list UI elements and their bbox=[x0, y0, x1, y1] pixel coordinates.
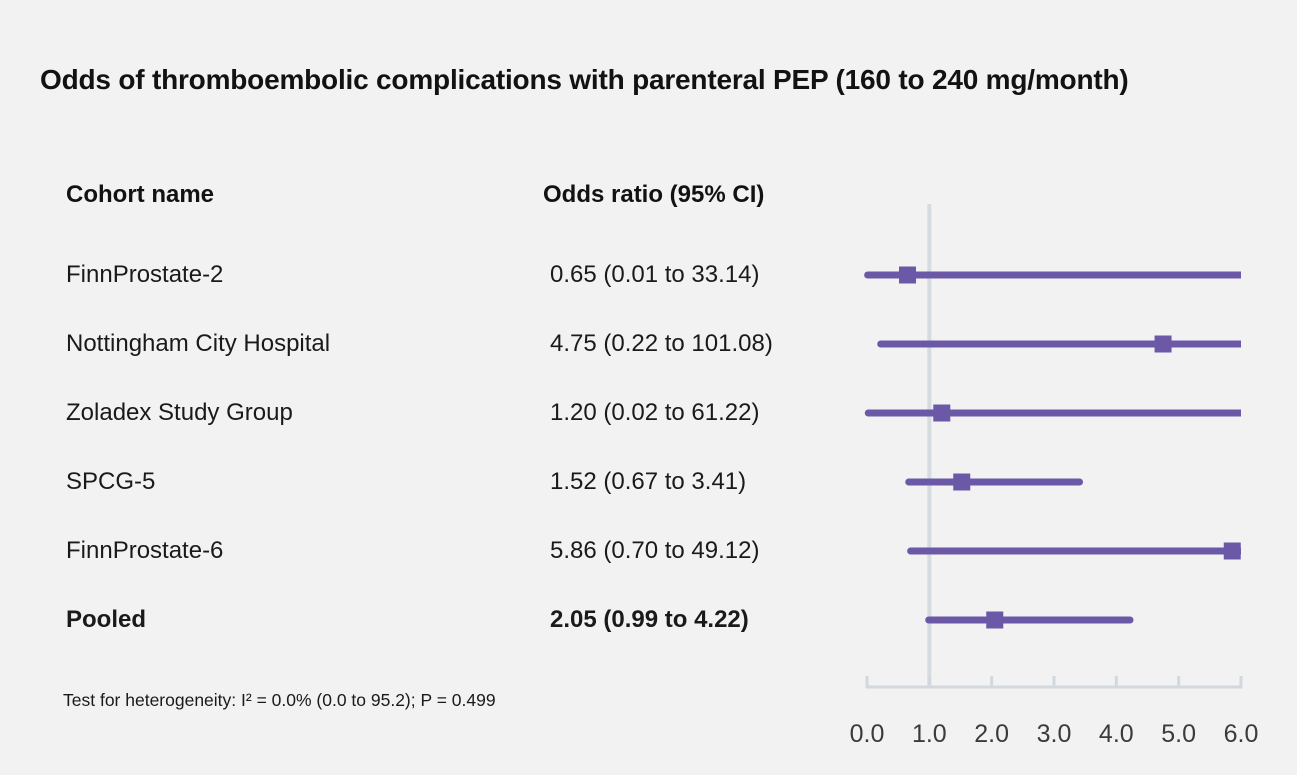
point-estimate-marker-5 bbox=[986, 611, 1004, 629]
column-header-odds-ratio: Odds ratio (95% CI) bbox=[543, 181, 765, 208]
x-axis-tick-label-5.0: 5.0 bbox=[1161, 720, 1196, 748]
x-axis-tick-label-2.0: 2.0 bbox=[974, 720, 1009, 748]
odds-ratio-value-3: 1.52 (0.67 to 3.41) bbox=[550, 468, 747, 495]
ci-line-cap-1 bbox=[877, 340, 885, 348]
point-estimate-marker-3 bbox=[953, 473, 971, 491]
x-axis-tick-label-6.0: 6.0 bbox=[1224, 720, 1259, 748]
cohort-name-1: Nottingham City Hospital bbox=[66, 330, 331, 357]
x-axis-tick-label-4.0: 4.0 bbox=[1099, 720, 1134, 748]
cohort-name-5: Pooled bbox=[66, 606, 147, 633]
ci-line-cap-2 bbox=[864, 409, 872, 417]
chart-title: Odds of thromboembolic complications wit… bbox=[40, 64, 1129, 95]
odds-ratio-value-4: 5.86 (0.70 to 49.12) bbox=[550, 537, 760, 564]
point-estimate-marker-4 bbox=[1223, 542, 1241, 560]
odds-ratio-value-0: 0.65 (0.01 to 33.14) bbox=[550, 261, 760, 288]
cohort-name-3: SPCG-5 bbox=[66, 468, 156, 495]
odds-ratio-value-1: 4.75 (0.22 to 101.08) bbox=[550, 330, 773, 357]
cohort-name-4: FinnProstate-6 bbox=[66, 537, 224, 564]
x-axis-tick-label-0.0: 0.0 bbox=[850, 720, 885, 748]
heterogeneity-footnote: Test for heterogeneity: I² = 0.0% (0.0 t… bbox=[63, 690, 496, 710]
cohort-name-0: FinnProstate-2 bbox=[66, 261, 224, 288]
point-estimate-marker-2 bbox=[933, 404, 951, 422]
point-estimate-marker-0 bbox=[899, 266, 917, 284]
odds-ratio-value-5: 2.05 (0.99 to 4.22) bbox=[550, 606, 749, 633]
ci-line-cap-4 bbox=[907, 547, 915, 555]
cohort-name-2: Zoladex Study Group bbox=[66, 399, 293, 426]
x-axis-tick-label-3.0: 3.0 bbox=[1037, 720, 1072, 748]
odds-ratio-value-2: 1.20 (0.02 to 61.22) bbox=[550, 399, 760, 426]
point-estimate-marker-1 bbox=[1154, 335, 1172, 353]
column-header-cohort-name: Cohort name bbox=[66, 181, 215, 208]
ci-line-cap-0 bbox=[864, 271, 872, 279]
x-axis-tick-label-1.0: 1.0 bbox=[912, 720, 947, 748]
